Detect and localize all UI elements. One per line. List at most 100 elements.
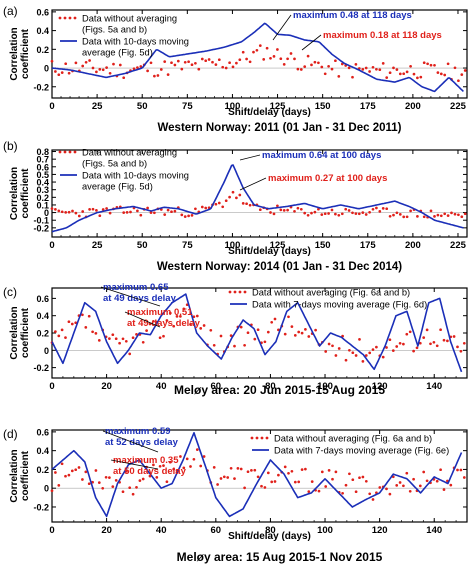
raw-data-point — [269, 56, 272, 60]
raw-data-point — [334, 59, 337, 63]
raw-data-point — [194, 207, 197, 211]
raw-data-point — [81, 210, 85, 213]
raw-data-point — [183, 215, 187, 218]
x-tick-label: 25 — [92, 240, 103, 251]
annotation-smooth-max: maximum 0.48 at 118 days — [293, 10, 412, 21]
legend-raw-marker — [228, 290, 232, 294]
raw-data-point — [212, 466, 216, 469]
raw-data-point — [122, 211, 126, 214]
raw-data-point — [402, 215, 406, 219]
annotation-smooth-leader — [272, 14, 292, 41]
raw-data-point — [118, 341, 121, 345]
raw-data-point — [173, 209, 177, 213]
legend-raw-marker — [58, 16, 62, 20]
raw-data-point — [337, 75, 341, 78]
raw-data-point — [269, 211, 272, 214]
raw-data-point — [297, 480, 301, 484]
raw-data-point — [282, 209, 286, 212]
raw-data-point — [136, 66, 139, 69]
x-tick-label: 80 — [265, 525, 276, 536]
raw-data-point — [398, 213, 402, 216]
y-tick-label: 0.2 — [36, 329, 49, 339]
raw-data-point — [253, 468, 257, 472]
raw-data-point — [168, 311, 172, 315]
legend-raw-marker — [63, 150, 67, 154]
raw-data-point — [221, 65, 225, 69]
legend-raw-marker — [265, 436, 269, 440]
raw-data-point — [351, 478, 355, 482]
legend-raw-label: (Figs. 5a and b) — [82, 159, 147, 169]
x-tick-label: 100 — [317, 381, 333, 392]
raw-data-point — [243, 486, 246, 490]
raw-data-point — [74, 468, 78, 472]
raw-data-point — [304, 328, 307, 331]
raw-data-point — [425, 479, 429, 483]
y-axis-label: coefficient — [20, 307, 31, 358]
raw-data-point — [108, 71, 112, 75]
annotation-smooth-leader — [102, 430, 159, 453]
legend-raw-label: Data without averaging (Fig. 6a and b) — [274, 434, 432, 444]
annotation-raw-leader — [301, 34, 322, 51]
raw-data-point — [138, 479, 142, 482]
raw-data-point — [204, 206, 208, 210]
raw-data-point — [236, 467, 240, 470]
annotation-raw-leader — [239, 177, 267, 191]
raw-data-point — [214, 202, 218, 206]
raw-data-point — [375, 345, 378, 349]
raw-data-point — [266, 330, 270, 334]
legend-raw-marker — [63, 16, 67, 20]
raw-data-point — [381, 62, 385, 65]
y-tick-label: 0 — [44, 346, 49, 356]
raw-data-point — [463, 212, 467, 216]
raw-data-point — [195, 314, 199, 318]
raw-data-point — [354, 212, 358, 215]
raw-data-point — [334, 212, 337, 216]
raw-data-point — [81, 313, 84, 317]
raw-data-point — [442, 488, 446, 491]
raw-data-point — [94, 469, 98, 472]
legend-raw-marker — [238, 290, 242, 294]
raw-data-point — [344, 483, 348, 487]
raw-data-point — [228, 61, 231, 65]
legend-smooth-label: average (Fig. 5d) — [82, 182, 153, 192]
raw-data-point — [111, 333, 115, 337]
raw-data-point — [231, 65, 235, 69]
y-tick-label: 0.4 — [36, 178, 49, 188]
raw-data-point — [358, 476, 361, 480]
raw-data-point — [212, 343, 216, 347]
raw-data-point — [331, 344, 334, 348]
raw-data-point — [84, 60, 88, 64]
raw-data-point — [54, 471, 57, 474]
x-tick-label: 75 — [182, 101, 193, 112]
raw-data-point — [260, 484, 263, 488]
raw-data-point — [50, 59, 54, 63]
raw-data-point — [153, 211, 156, 215]
raw-data-point — [415, 346, 419, 350]
raw-data-point — [446, 339, 449, 343]
raw-data-point — [304, 467, 307, 471]
y-tick-label: 0.4 — [36, 26, 49, 36]
raw-data-point — [226, 476, 230, 479]
y-tick-label: 0.1 — [36, 200, 49, 210]
raw-data-point — [324, 350, 328, 353]
panel-label: (c) — [3, 285, 17, 299]
raw-data-point — [306, 213, 310, 217]
raw-data-point — [364, 213, 368, 216]
raw-data-point — [190, 214, 194, 217]
raw-data-point — [368, 210, 371, 214]
raw-data-point — [310, 211, 313, 215]
chart-panel-1: 0 25 50 75 100 125 150 175 200 225-0.200.20.40.6C… — [3, 4, 468, 134]
raw-data-point — [289, 52, 293, 55]
raw-data-point — [337, 213, 341, 217]
raw-data-point — [248, 60, 252, 64]
raw-data-point — [74, 211, 78, 215]
raw-data-point — [463, 69, 467, 72]
raw-data-point — [409, 209, 412, 213]
legend-raw-marker — [73, 150, 77, 154]
raw-data-point — [81, 478, 84, 481]
raw-data-point — [245, 202, 248, 206]
raw-data-point — [453, 66, 457, 70]
raw-data-point — [87, 482, 91, 486]
raw-data-point — [233, 344, 236, 348]
raw-data-point — [351, 351, 355, 355]
